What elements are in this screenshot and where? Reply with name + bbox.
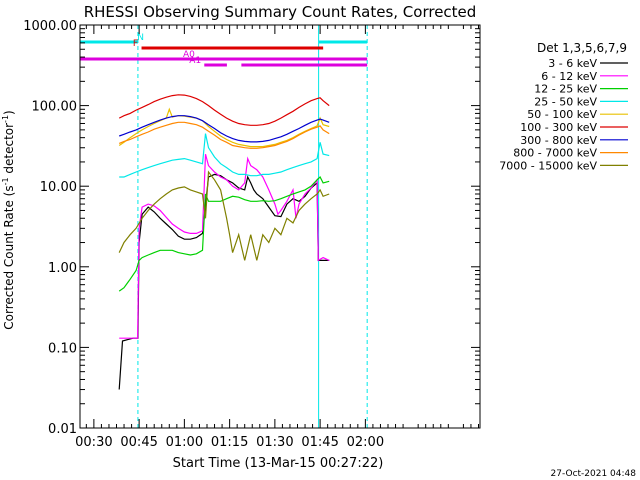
legend-title: Det 1,3,5,6,7,9: [537, 41, 627, 55]
legend-label: 25 - 50 keV: [534, 95, 597, 108]
series-line: [119, 133, 330, 178]
y-axis-label-sup2: -1: [1, 115, 10, 123]
series-line: [118, 170, 330, 261]
series-line: [118, 94, 330, 126]
y-tick-label: 100.00: [32, 100, 78, 115]
y-axis-label-end: ): [2, 110, 16, 115]
x-tick-label: 01:15: [211, 435, 248, 450]
plot-frame: [79, 24, 481, 429]
chart-title: RHESSI Observing Summary Count Rates, Co…: [84, 3, 477, 21]
y-axis-label-main: Corrected Count Rate (s: [2, 185, 16, 329]
y-tick-label: 0.01: [48, 422, 77, 437]
y-axis-label-mid: detector: [2, 123, 16, 178]
footer-timestamp: 27-Oct-2021 04:48: [551, 469, 637, 479]
series-line: [119, 153, 330, 339]
legend-label: 800 - 7000 keV: [513, 147, 597, 160]
x-tick-label: 01:00: [166, 435, 203, 450]
x-tick-label: 00:45: [120, 435, 157, 450]
x-axis-label: Start Time (13-Mar-15 00:27:22): [173, 456, 384, 471]
state-bar-label: N: [137, 33, 144, 43]
y-tick-label: 0.10: [48, 341, 77, 356]
legend-label: 100 - 300 keV: [520, 121, 597, 134]
vertical-markers: [79, 25, 368, 428]
x-tick-label: 02:00: [347, 435, 384, 450]
y-tick-label: 1000.00: [23, 19, 77, 34]
legend-label: 3 - 6 keV: [548, 57, 597, 70]
y-axis-label: Corrected Count Rate (s-1 detector-1): [1, 110, 16, 329]
y-tick-label: 1.00: [48, 261, 77, 276]
y-tick-label: 10.00: [40, 180, 77, 195]
series-line: [118, 121, 330, 149]
state-bar-label: A1: [189, 56, 201, 66]
legend-label: 12 - 25 keV: [534, 83, 597, 96]
series-line: [118, 115, 330, 143]
state-bar-label: F: [133, 39, 138, 49]
x-tick-label: 01:30: [256, 435, 293, 450]
series-lines: [118, 94, 330, 390]
series-line: [118, 176, 330, 292]
legend-label: 300 - 800 keV: [520, 134, 597, 147]
series-line: [118, 173, 330, 390]
x-tick-label: 01:45: [301, 435, 338, 450]
y-axis-label-sup1: -1: [1, 177, 10, 185]
series-line: [118, 107, 330, 148]
legend-label: 50 - 100 keV: [527, 108, 597, 121]
x-tick-label: 00:30: [75, 435, 112, 450]
legend-label: 7000 - 15000 keV: [499, 159, 597, 172]
legend-label: 6 - 12 keV: [541, 70, 597, 83]
state-bar-label: A0: [183, 50, 195, 60]
